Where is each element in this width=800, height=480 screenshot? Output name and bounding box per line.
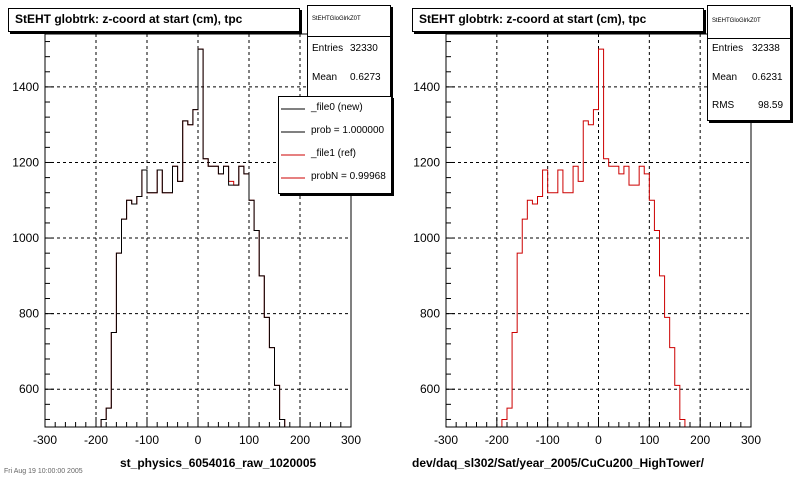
right-stats-entries-label: Entries	[712, 43, 744, 54]
panel2-ytick-label-4: 1400	[413, 80, 440, 94]
right-stats-name: StEHTGloGlrkZ0T	[712, 18, 761, 24]
right-stats-mean-value: 0.6231	[752, 72, 783, 83]
legend-swatch-prob	[281, 131, 305, 133]
right-stats-rms-value: 98.59	[758, 100, 784, 111]
legend-swatch-ref	[281, 154, 305, 156]
right-stats-entries-value: 32338	[752, 43, 780, 54]
panel1-xtick-label-2: -100	[135, 433, 159, 447]
panel1-ytick-label-3: 1200	[12, 155, 39, 169]
legend-swatch-probn	[281, 177, 305, 179]
panel1-ytick-label-4: 1400	[12, 80, 39, 94]
right-title-box: StEHT globtrk: z-coord at start (cm), tp…	[412, 8, 704, 32]
left-stats-mean-label: Mean	[312, 72, 338, 83]
timestamp-text: Fri Aug 19 10:00:00 2005	[4, 468, 83, 475]
left-stats-mean-value: 0.6273	[350, 72, 381, 83]
left-title-box: StEHT globtrk: z-coord at start (cm), tp…	[8, 8, 300, 32]
right-stats-mean-label: Mean	[712, 72, 738, 83]
panel1-ytick-label-1: 800	[19, 307, 39, 321]
panel2-ytick-label-2: 1000	[413, 231, 440, 245]
panel2-xtick-label-2: -100	[536, 433, 560, 447]
panel2-xtick-label-1: -200	[485, 433, 509, 447]
left-stats-entries-label: Entries	[312, 43, 344, 54]
legend-label-prob: prob = 1.000000	[311, 125, 385, 136]
panel1-xtick-label-0: -300	[33, 433, 57, 447]
panel2-ytick-label-3: 1200	[413, 155, 440, 169]
panel1-series-new	[45, 48, 351, 428]
right-title: StEHT globtrk: z-coord at start (cm), tp…	[419, 12, 647, 26]
legend-label-probn: probN = 0.99968	[311, 171, 386, 182]
panel1-ytick-label-0: 600	[19, 382, 39, 396]
legend-swatch-new	[281, 108, 305, 110]
panel1-xtick-label-6: 300	[341, 433, 361, 447]
panel2-xtick-label-3: 0	[595, 433, 602, 447]
legend-label-ref: _file1 (ref)	[311, 148, 357, 159]
panel2-xtick-label-5: 200	[690, 433, 710, 447]
right-stats-box: StEHTGloGlrkZ0T Entries 32338 Mean 0.623…	[707, 5, 791, 121]
legend-label-new: _file0 (new)	[311, 102, 363, 113]
panel1-ytick-label-2: 1000	[12, 231, 39, 245]
panel2-series-ref	[446, 48, 751, 428]
left-bottom-label: st_physics_6054016_raw_1020005	[120, 456, 317, 470]
panel2-ytick-label-0: 600	[420, 382, 440, 396]
right-bottom-label: dev/daq_sl302/Sat/year_2005/CuCu200_High…	[412, 456, 704, 470]
panel2-xtick-label-4: 100	[639, 433, 659, 447]
panel2-xtick-label-0: -300	[434, 433, 458, 447]
left-stats-entries-value: 32330	[350, 43, 378, 54]
legend-box: _file0 (new) prob = 1.000000 _file1 (ref…	[278, 96, 392, 194]
left-stats-box: StEHTGloGlrkZ0T Entries 32330 Mean 0.627…	[307, 5, 391, 97]
panel2-ytick-label-1: 800	[420, 307, 440, 321]
left-stats-name: StEHTGloGlrkZ0T	[312, 16, 361, 22]
right-stats-rms-label: RMS	[712, 100, 735, 111]
panel2-xtick-label-6: 300	[741, 433, 761, 447]
panel1-xtick-label-4: 100	[239, 433, 259, 447]
left-title: StEHT globtrk: z-coord at start (cm), tp…	[15, 12, 243, 26]
panel1-xtick-label-5: 200	[290, 433, 310, 447]
panel1-xtick-label-3: 0	[195, 433, 202, 447]
panel1-xtick-label-1: -200	[84, 433, 108, 447]
